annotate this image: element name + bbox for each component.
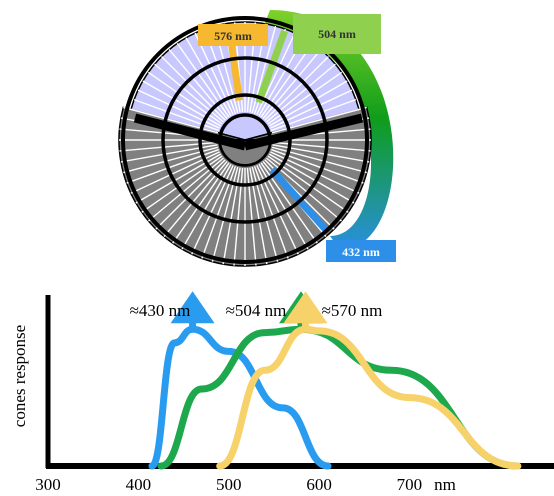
series-label: ≈570 nm (322, 301, 383, 320)
retina-section (118, 16, 372, 267)
rod-spoke (161, 56, 226, 121)
rod-spoke (262, 49, 322, 120)
retina-ring (121, 16, 369, 264)
callout-432-text: 432 nm (342, 245, 380, 259)
cone-response-chart: cones response 300 400 500 600 700 nm ≈430 n… (10, 291, 554, 494)
rod-spoke (154, 63, 225, 123)
rod-spoke (168, 49, 228, 120)
series-curve (157, 325, 522, 470)
rod-spoke (264, 56, 329, 121)
divider-right (243, 113, 364, 151)
peak-arrowhead (170, 291, 215, 324)
rod-spoke (256, 32, 296, 115)
callout-504: 504 nm (293, 14, 381, 54)
callout-576-text: 576 nm (214, 29, 252, 43)
x-tick-label: 400 (126, 475, 152, 494)
series-curve (148, 325, 332, 470)
x-tick-label: 600 (306, 475, 332, 494)
rod-spoke (185, 37, 232, 117)
x-tick-label: 700 (397, 475, 423, 494)
x-axis-unit: nm (434, 475, 456, 494)
rod-spoke (260, 42, 314, 118)
rod-spoke (147, 71, 223, 125)
series-curve (216, 325, 522, 470)
peak-arrowhead (283, 291, 328, 324)
rod-spoke (268, 80, 348, 127)
callout-576: 576 nm (198, 24, 268, 46)
rod-spoke (176, 42, 230, 118)
callout-432: 432 nm (326, 240, 396, 262)
rod-spoke (251, 25, 277, 114)
x-tick-label: 300 (35, 475, 61, 494)
series-label: ≈430 nm (130, 301, 191, 320)
rod-spoke (142, 80, 222, 127)
green-cone-mark (255, 29, 288, 104)
spectrum-arc (262, 10, 394, 250)
callout-504-text: 504 nm (318, 27, 356, 41)
rod-spoke (270, 89, 353, 129)
x-tick-label: 500 (216, 475, 242, 494)
rod-spoke (133, 98, 219, 132)
rod-spoke (265, 63, 336, 123)
y-axis-label: cones response (10, 325, 29, 427)
rod-spoke (194, 32, 234, 115)
rod-spoke (271, 98, 357, 132)
retina-ring (198, 93, 292, 187)
retina-ring (161, 56, 329, 224)
divider-left (133, 113, 247, 151)
rod-spoke (137, 89, 220, 129)
rod-spoke (267, 71, 343, 125)
series-label: ≈504 nm (226, 301, 287, 320)
